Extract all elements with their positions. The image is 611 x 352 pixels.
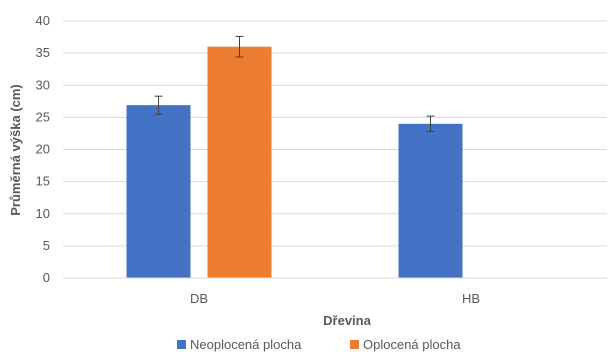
y-tick-label: 10 (36, 206, 50, 221)
x-axis-title: Dřevina (323, 313, 371, 328)
y-tick-label: 40 (36, 13, 50, 28)
y-axis-title: Průměrná výška (cm) (8, 84, 23, 216)
legend-swatch (350, 340, 359, 349)
legend-item: Oplocená plocha (350, 337, 461, 352)
legend-item: Neoplocená plocha (177, 337, 302, 352)
error-bar (154, 95, 163, 115)
x-tick-labels: DB HB (190, 291, 480, 306)
legend: Neoplocená plocha Oplocená plocha (177, 337, 461, 352)
y-tick-label: 25 (36, 109, 50, 124)
error-bars (154, 35, 435, 133)
y-tick-label: 20 (36, 142, 50, 157)
legend-label: Oplocená plocha (363, 337, 461, 352)
legend-swatch (177, 340, 186, 349)
x-tick-label: HB (462, 291, 480, 306)
y-tick-label: 35 (36, 45, 50, 60)
bar (207, 46, 272, 279)
bars (126, 46, 463, 279)
error-bar (235, 35, 244, 58)
y-tick-label: 15 (36, 174, 50, 189)
legend-label: Neoplocená plocha (190, 337, 302, 352)
y-tick-label: 30 (36, 77, 50, 92)
bar (126, 105, 191, 278)
error-bar (426, 115, 435, 133)
y-tick-label: 0 (43, 270, 50, 285)
bar (398, 123, 463, 278)
y-tick-labels: 0 5 10 15 20 25 30 35 40 (36, 13, 50, 285)
y-tick-label: 5 (43, 238, 50, 253)
x-tick-label: DB (190, 291, 208, 306)
